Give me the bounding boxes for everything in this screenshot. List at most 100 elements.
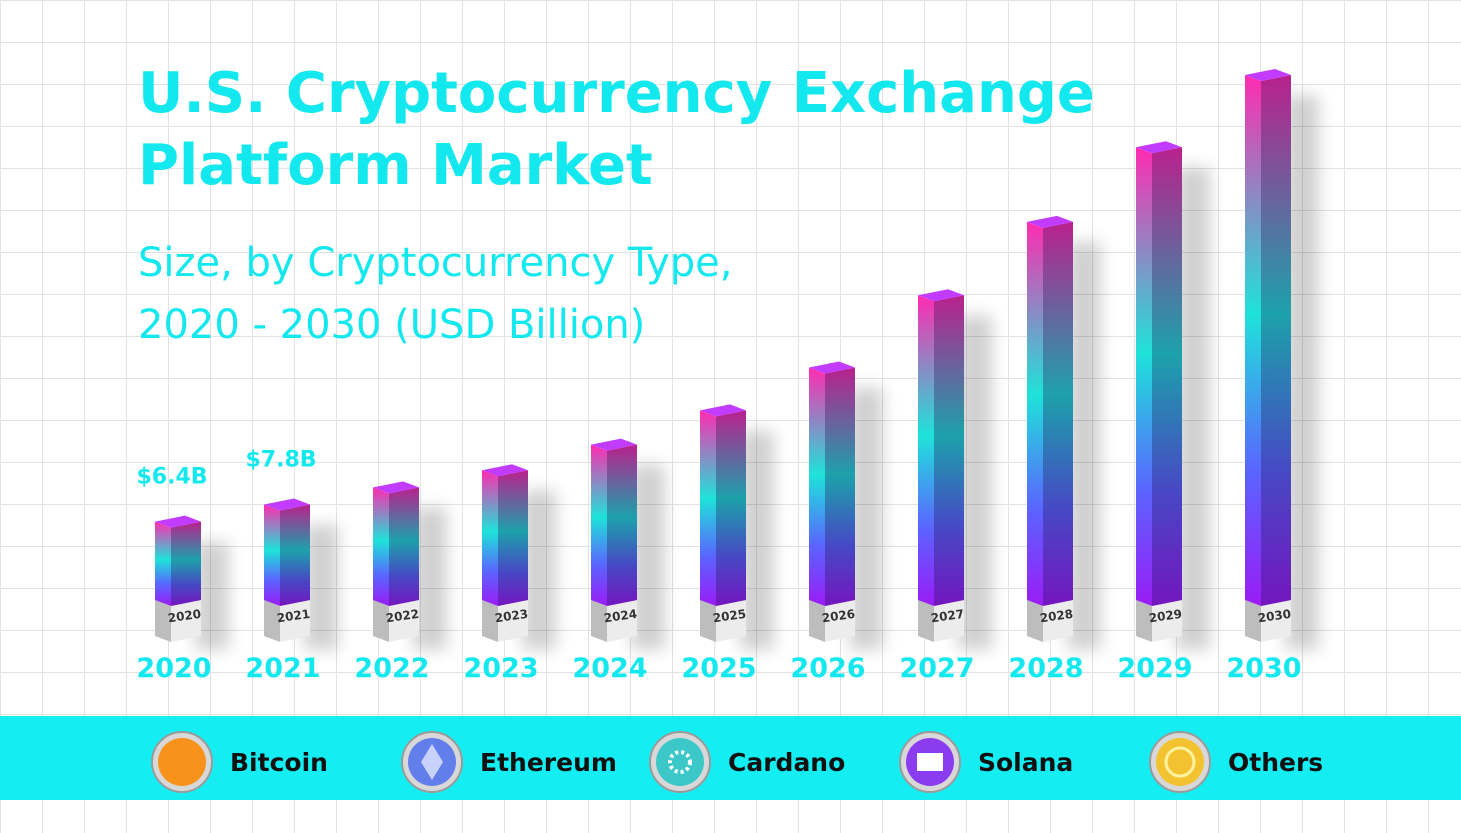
pedestal-label: 2029	[1148, 607, 1183, 626]
icon-cardano	[668, 750, 692, 774]
x-tick-label: 2023	[463, 653, 538, 684]
bar-right-shade	[1043, 221, 1073, 606]
bar	[373, 481, 419, 606]
legend-icon	[1156, 738, 1204, 786]
bar-cap	[1245, 69, 1291, 81]
pedestal-right	[1043, 600, 1073, 642]
pedestal-label: 2024	[603, 607, 638, 626]
legend-label: Solana	[978, 748, 1073, 777]
bar-right-shade	[607, 444, 637, 606]
bar-right-shade	[1261, 75, 1291, 606]
bar	[1027, 215, 1073, 606]
pedestal-label: 2021	[276, 607, 311, 626]
bar-left-face	[591, 444, 607, 606]
pedestal-right	[825, 600, 855, 642]
legend-label: Bitcoin	[230, 748, 328, 777]
pedestal-label: 2025	[712, 607, 747, 626]
bar-left-face	[1027, 221, 1043, 606]
pedestal-label: 2028	[1039, 607, 1074, 626]
pedestal-label: 2027	[930, 607, 965, 626]
pedestal-right	[716, 600, 746, 642]
pedestal-label: 2026	[821, 607, 856, 626]
pedestal-left	[918, 600, 934, 642]
pedestal-right	[1261, 600, 1291, 642]
legend-icon	[656, 738, 704, 786]
bar-right-face	[171, 521, 201, 606]
x-tick-label: 2028	[1008, 653, 1083, 684]
icon-bitcoin	[162, 742, 202, 782]
bar	[1245, 69, 1291, 606]
pedestal-left	[1245, 600, 1261, 642]
bar-cap	[700, 404, 746, 417]
bar-right-shade	[825, 367, 855, 606]
bar-cap	[918, 289, 964, 302]
bar-right-shade	[716, 410, 746, 606]
pedestal-right	[280, 600, 310, 642]
pedestal-left	[591, 600, 607, 642]
icon-solana	[917, 753, 943, 771]
bar-cap	[264, 498, 310, 511]
bar-right-face	[498, 470, 528, 606]
x-tick-label: 2025	[681, 653, 756, 684]
bar-right-face	[607, 444, 637, 606]
bar-right-shade	[934, 295, 964, 606]
icon-others	[1164, 746, 1196, 778]
x-tick-label: 2029	[1117, 653, 1192, 684]
bar	[591, 438, 637, 606]
legend-item: Others	[1149, 731, 1323, 793]
pedestal-left	[264, 600, 280, 642]
bar	[809, 361, 855, 606]
bar-right-face	[1261, 75, 1291, 606]
bar-cap	[809, 361, 855, 374]
bar	[264, 498, 310, 606]
x-tick-label: 2021	[245, 653, 320, 684]
bar-right-shade	[171, 521, 201, 606]
value-label: $7.8B	[245, 448, 316, 473]
pedestal-label: 2030	[1257, 607, 1292, 626]
bar	[1136, 141, 1182, 606]
pedestal-left	[809, 600, 825, 642]
x-tick-label: 2024	[572, 653, 647, 684]
pedestal-right	[498, 600, 528, 642]
bar-left-face	[373, 487, 389, 606]
bar-cap	[482, 464, 528, 477]
icon-ethereum	[421, 744, 443, 780]
bar-right-shade	[1152, 147, 1182, 606]
bar-left-face	[1136, 147, 1152, 606]
legend-item: Cardano	[649, 731, 845, 793]
bar-right-shade	[498, 470, 528, 606]
legend-item: Ethereum	[401, 731, 617, 793]
bar-cap	[1136, 141, 1182, 154]
pedestal-right	[934, 600, 964, 642]
bar	[155, 515, 201, 606]
pedestal-right	[389, 600, 419, 642]
bar-left-face	[1245, 75, 1261, 606]
pedestal-left	[482, 600, 498, 642]
bar-right-face	[1043, 221, 1073, 606]
bar	[482, 464, 528, 606]
bar-cap	[1027, 215, 1073, 228]
pedestal-left	[155, 600, 171, 642]
x-tick-label: 2022	[354, 653, 429, 684]
bar-left-face	[809, 367, 825, 606]
chart-subtitle: Size, by Cryptocurrency Type, 2020 - 203…	[138, 240, 733, 348]
bar-right-face	[716, 410, 746, 606]
bar-cap	[155, 515, 201, 528]
bar-left-face	[700, 410, 716, 606]
bar-cap	[591, 438, 637, 451]
pedestal-left	[700, 600, 716, 642]
bar-left-face	[482, 470, 498, 606]
x-tick-label: 2026	[790, 653, 865, 684]
pedestal-label: 2022	[385, 607, 420, 626]
x-tick-label: 2030	[1226, 653, 1301, 684]
bar	[918, 289, 964, 606]
bar-cap	[373, 481, 419, 494]
bar-right-shade	[280, 504, 310, 606]
bar-right-face	[934, 295, 964, 606]
pedestal-left	[1027, 600, 1043, 642]
legend-label: Cardano	[728, 748, 845, 777]
bar-left-face	[264, 504, 280, 606]
legend-item: Bitcoin	[151, 731, 328, 793]
bar-right-shade	[389, 487, 419, 606]
